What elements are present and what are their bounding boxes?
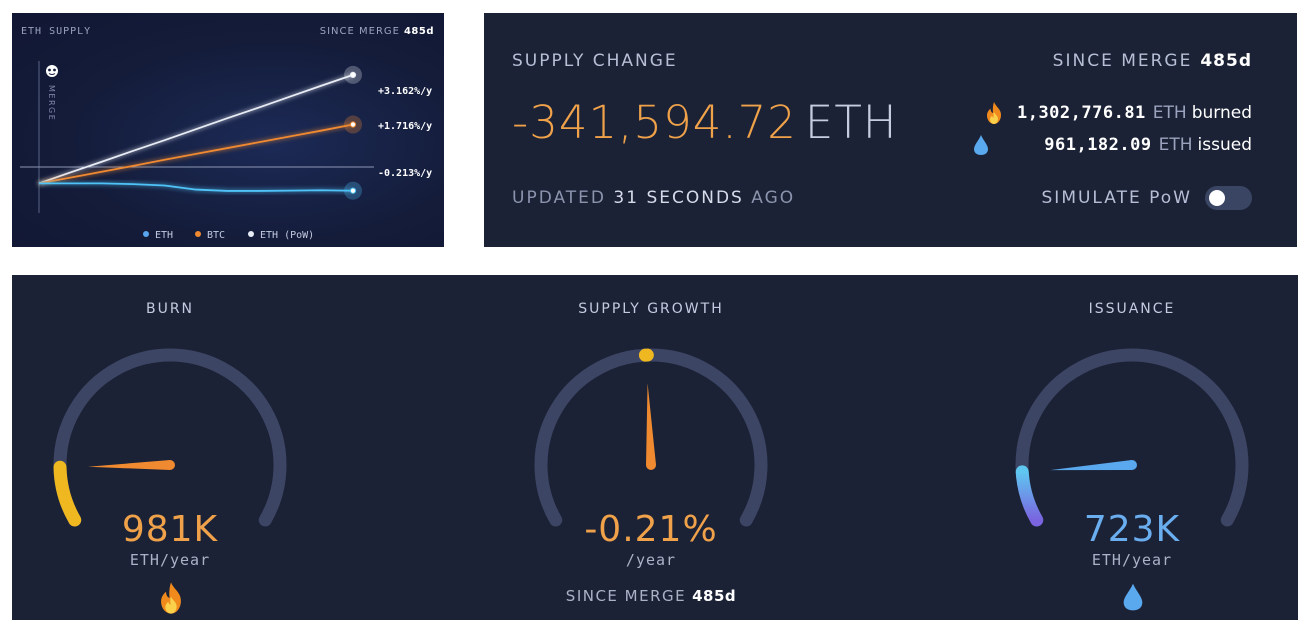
rate-label-eth: -0.213%/y bbox=[378, 168, 432, 179]
legend-label-eth: ETH bbox=[155, 230, 173, 241]
rate-label-eth-pow: +3.162%/y bbox=[378, 86, 432, 97]
legend-label-eth-pow: ETH (PoW) bbox=[260, 230, 314, 241]
since-merge-label: SINCE MERGE bbox=[1052, 51, 1193, 71]
rate-label-btc: +1.716%/y bbox=[378, 121, 432, 132]
issuance-gauge-title: ISSUANCE bbox=[1088, 301, 1176, 317]
supply-change-unit: ETH bbox=[804, 96, 898, 149]
simulate-pow-label: SIMULATE PoW bbox=[1041, 188, 1192, 208]
gauge-fill bbox=[53, 460, 82, 527]
gauge-hub bbox=[1127, 460, 1137, 470]
updated-value: 31 SECONDS bbox=[613, 188, 744, 208]
series-end-point bbox=[349, 71, 357, 78]
supply-growth-since-merge: SINCE MERGE 485d bbox=[491, 587, 811, 605]
supply-growth-gauge-title: SUPPLY GROWTH bbox=[578, 301, 724, 317]
fire-icon bbox=[161, 582, 181, 614]
chart-since-value: 485d bbox=[403, 26, 434, 37]
legend-dot-eth bbox=[143, 231, 149, 237]
series-line-btc bbox=[38, 123, 354, 185]
burned-value: 1,302,776.81 bbox=[1016, 103, 1146, 123]
droplet-icon bbox=[974, 135, 989, 155]
burn-value: 981K bbox=[121, 509, 219, 550]
supply-change-card: SUPPLY CHANGE SINCE MERGE 485d -341,594.7… bbox=[484, 13, 1297, 247]
eth-supply-chart-card: ETH SUPPLY SINCE MERGE 485d MERGE +3.162%… bbox=[12, 13, 444, 247]
gauges-card: BURN 981K ETH/year SUPPLY GROWTH -0.21% … bbox=[12, 275, 1298, 620]
simulate-pow-toggle[interactable] bbox=[1205, 186, 1252, 210]
supply-growth-gauge-dial bbox=[534, 348, 768, 527]
legend-label-btc: BTC bbox=[207, 230, 225, 241]
burned-word: burned bbox=[1191, 103, 1252, 123]
gauge-needle bbox=[88, 460, 171, 470]
issuance-value: 723K bbox=[1083, 509, 1181, 550]
gauge-needle bbox=[1050, 460, 1133, 471]
supply-growth-value: -0.21% bbox=[584, 509, 718, 550]
issued-value: 961,182.09 bbox=[1044, 135, 1152, 155]
issuance-gauge: ISSUANCE 723K ETH/year bbox=[972, 275, 1292, 620]
updated-status: UPDATED 31 SECONDS AGO bbox=[512, 188, 795, 208]
gauge-track bbox=[53, 348, 287, 527]
burn-unit: ETH/year bbox=[129, 551, 211, 569]
burned-unit: ETH bbox=[1152, 103, 1187, 123]
burn-gauge-dial bbox=[53, 348, 287, 527]
supply-change-since-merge: SINCE MERGE 485d bbox=[1053, 51, 1252, 71]
issued-unit: ETH bbox=[1158, 135, 1193, 155]
supply-growth-unit: /year bbox=[625, 551, 677, 569]
issuance-unit: ETH/year bbox=[1091, 551, 1173, 569]
supply-change-value: -341,594.72 ETH bbox=[512, 96, 898, 149]
issued-stat: 961,182.09 ETH issued bbox=[974, 135, 1252, 155]
chart-since-label: SINCE MERGE bbox=[319, 26, 400, 37]
series-line-eth bbox=[39, 182, 354, 192]
issuance-gauge-dial bbox=[1015, 348, 1249, 527]
supply-change-amount: -341,594.72 bbox=[512, 96, 797, 149]
gauge-since-label: SINCE MERGE bbox=[565, 587, 687, 605]
chart-legend: ETH BTC ETH (PoW) bbox=[143, 230, 314, 241]
chart-since-merge: SINCE MERGE 485d bbox=[320, 26, 434, 37]
gauge-hub bbox=[165, 460, 175, 470]
burned-stat: 1,302,776.81 ETH burned bbox=[986, 102, 1252, 124]
gauge-track bbox=[1015, 348, 1249, 527]
burn-gauge: BURN 981K ETH/year bbox=[10, 275, 330, 620]
updated-prefix: UPDATED bbox=[512, 188, 607, 208]
legend-dot-eth-pow bbox=[248, 231, 254, 237]
updated-suffix: AGO bbox=[751, 188, 796, 208]
supply-line-chart: MERGE +3.162%/y +1.716%/y -0.213%/y ETH … bbox=[20, 61, 432, 241]
gauge-hub bbox=[646, 460, 656, 470]
burn-gauge-title: BURN bbox=[145, 301, 195, 317]
merge-label: MERGE bbox=[47, 85, 56, 121]
toggle-knob[interactable] bbox=[1209, 190, 1225, 206]
chart-title: ETH SUPPLY bbox=[21, 26, 92, 37]
supply-growth-gauge: SUPPLY GROWTH -0.21% /year SINCE MERGE 48… bbox=[491, 275, 811, 620]
gauge-since-value: 485d bbox=[692, 587, 737, 605]
gauge-fill bbox=[1015, 465, 1044, 527]
series-line-eth-pow bbox=[38, 74, 354, 185]
supply-change-title: SUPPLY CHANGE bbox=[512, 51, 678, 71]
issued-word: issued bbox=[1197, 135, 1252, 155]
fire-icon bbox=[986, 102, 1001, 124]
series-end-point bbox=[349, 121, 357, 128]
droplet-icon bbox=[1123, 583, 1143, 611]
series-end-point bbox=[349, 187, 357, 194]
merge-marker-icon bbox=[46, 65, 58, 77]
gauge-needle bbox=[646, 383, 656, 466]
legend-dot-btc bbox=[195, 231, 201, 237]
since-merge-value: 485d bbox=[1200, 51, 1252, 71]
